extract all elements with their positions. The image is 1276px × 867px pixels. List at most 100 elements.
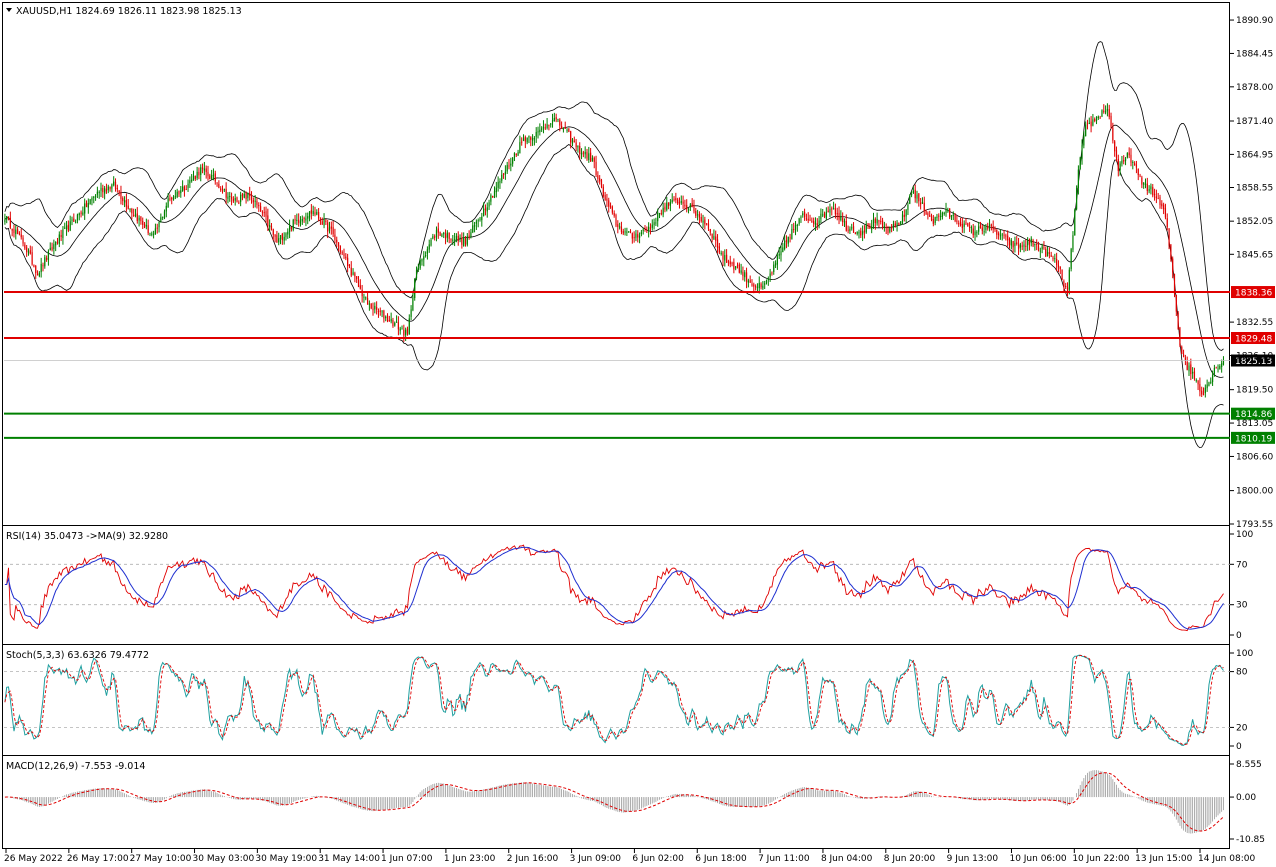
candle-body [415, 269, 418, 279]
candle-body [595, 161, 597, 175]
candle-body [1052, 257, 1054, 259]
candle-body [749, 280, 751, 283]
candle-body [920, 202, 922, 205]
candle-body [1124, 158, 1127, 161]
candle-body [290, 227, 293, 230]
candle-body [1139, 175, 1141, 177]
candle-body [24, 244, 26, 249]
current-price-badge [1231, 354, 1275, 367]
stoch-tick-label: 0 [1236, 742, 1242, 752]
candle-body [929, 215, 931, 217]
candle-body [182, 186, 184, 192]
candle-body [26, 247, 28, 252]
candle-body [196, 171, 198, 179]
candle-body [191, 179, 193, 182]
candle-body [216, 182, 218, 184]
candle-body [140, 216, 142, 222]
candle-body [176, 191, 178, 197]
candle-body [1048, 252, 1050, 254]
candle-body [58, 234, 60, 244]
candle-body [662, 207, 664, 215]
candle-body [386, 315, 389, 321]
candle-body [102, 188, 104, 193]
candle-body [366, 298, 369, 305]
candle-body [619, 226, 621, 228]
candle-body [145, 225, 147, 227]
candle-body [468, 235, 470, 237]
candle-body [548, 124, 550, 126]
candle-body [695, 210, 697, 216]
candle-body [1182, 354, 1185, 358]
candle-body [765, 280, 768, 283]
candle-body [510, 163, 512, 166]
candle-body [789, 237, 791, 239]
candle-body [314, 212, 316, 215]
candle-body [678, 201, 681, 204]
candle-body [209, 175, 211, 179]
candle-body [492, 196, 494, 198]
candle-body [1126, 152, 1128, 158]
candle-body [704, 219, 706, 225]
candle-body [1059, 266, 1061, 270]
candle-body [218, 183, 220, 188]
candle-body [845, 220, 847, 231]
candle-body [203, 168, 205, 171]
candle-body [341, 252, 343, 254]
candle-body [1010, 239, 1012, 246]
candle-body [517, 152, 519, 156]
candle-body [762, 285, 764, 289]
candle-body [352, 272, 354, 275]
candle-body [104, 188, 106, 194]
candle-body [622, 231, 624, 234]
candle-body [974, 231, 976, 236]
candle-body [439, 232, 441, 236]
candle-body [1115, 150, 1118, 159]
candle-body [1075, 188, 1078, 210]
bollinger-middle-band [4, 124, 1224, 378]
candle-body [557, 119, 559, 121]
candle-body [682, 201, 684, 204]
candle-body [669, 202, 671, 206]
candle-body [972, 228, 974, 236]
symbol-header[interactable]: XAUUSD,H1 1824.69 1826.11 1823.98 1825.1… [6, 6, 242, 17]
candle-body [486, 207, 488, 212]
candle-body [1163, 204, 1165, 210]
candle-body [397, 322, 399, 330]
candle-body [185, 189, 187, 191]
candle-body [1094, 118, 1096, 121]
candle-body [328, 227, 331, 231]
candle-body [658, 213, 661, 215]
candle-body [162, 216, 164, 218]
candle-body [308, 211, 311, 218]
candle-body [709, 229, 711, 233]
candle-body [1074, 209, 1076, 236]
candle-body [1219, 365, 1221, 369]
candle-body [156, 227, 158, 229]
candle-body [590, 152, 592, 162]
candle-body [990, 224, 992, 226]
candle-body [1179, 327, 1181, 346]
candle-body [862, 231, 864, 235]
candle-body [51, 247, 53, 250]
candle-body [727, 261, 730, 263]
candle-body [142, 220, 144, 225]
candle-body [640, 232, 642, 235]
candle-body [829, 208, 831, 213]
candle-body [858, 231, 860, 234]
candle-body [13, 229, 15, 233]
candle-body [236, 197, 238, 202]
candle-body [379, 310, 381, 312]
candle-body [488, 202, 490, 207]
candle-body [568, 128, 570, 132]
candle-body [403, 329, 405, 336]
candle-body [129, 209, 131, 211]
candle-body [1003, 234, 1005, 236]
candle-body [700, 216, 702, 222]
candle-body [221, 190, 224, 192]
y-tick-label: 1871.40 [1236, 117, 1273, 127]
stoch-tick-label: 20 [1236, 723, 1248, 733]
dropdown-triangle-icon[interactable] [6, 8, 12, 12]
candle-body [863, 230, 866, 233]
candle-body [580, 152, 583, 155]
candle-body [198, 171, 200, 176]
